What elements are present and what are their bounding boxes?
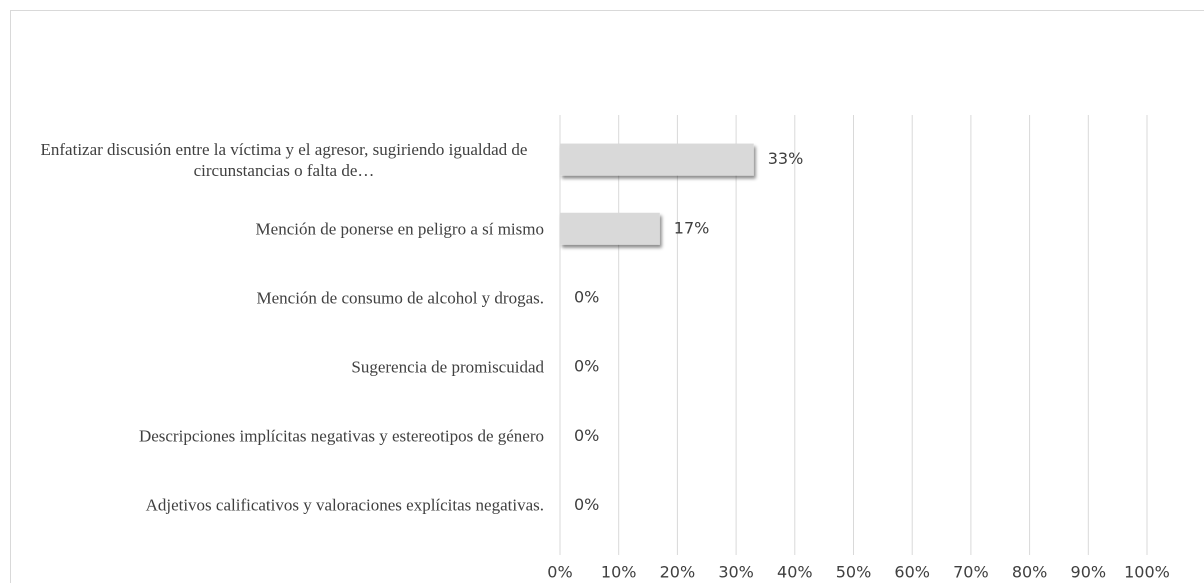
category-label-box: Enfatizar discusión entre la víctima y e… bbox=[24, 139, 544, 181]
category-label-box: Adjetivos calificativos y valoraciones e… bbox=[24, 495, 544, 516]
y-tick-label: Descripciones implícitas negativas y est… bbox=[138, 426, 544, 446]
x-tick-label: 10% bbox=[601, 563, 637, 582]
y-tick-label: Mención de ponerse en peligro a sí mismo bbox=[255, 219, 544, 239]
x-tick-label: 0% bbox=[547, 563, 572, 582]
category-label-box: Mención de ponerse en peligro a sí mismo bbox=[24, 218, 544, 239]
category-label-box: Sugerencia de promiscuidad bbox=[24, 357, 544, 378]
x-tick-label: 60% bbox=[894, 563, 930, 582]
value-label: 17% bbox=[674, 218, 710, 237]
x-tick-label: 80% bbox=[1012, 563, 1048, 582]
category-label-box: Descripciones implícitas negativas y est… bbox=[24, 426, 544, 447]
value-label: 0% bbox=[574, 495, 599, 514]
bar bbox=[560, 143, 754, 176]
value-label: 0% bbox=[574, 357, 599, 376]
x-tick-label: 30% bbox=[718, 563, 754, 582]
y-tick-label: Mención de consumo de alcohol y drogas. bbox=[256, 288, 544, 308]
value-label: 0% bbox=[574, 426, 599, 445]
x-tick-label: 40% bbox=[777, 563, 813, 582]
value-label: 0% bbox=[574, 287, 599, 306]
x-tick-label: 70% bbox=[953, 563, 989, 582]
x-tick-label: 100% bbox=[1124, 563, 1170, 582]
y-tick-label: Adjetivos calificativos y valoraciones e… bbox=[145, 495, 544, 515]
chart-border bbox=[10, 10, 1204, 583]
x-tick-label: 50% bbox=[836, 563, 872, 582]
value-label: 33% bbox=[768, 149, 804, 168]
x-tick-label: 20% bbox=[660, 563, 696, 582]
y-tick-label: Enfatizar discusión entre la víctima y e… bbox=[40, 139, 528, 180]
x-tick-label: 90% bbox=[1071, 563, 1107, 582]
bar bbox=[560, 212, 660, 245]
category-label-box: Mención de consumo de alcohol y drogas. bbox=[24, 287, 544, 308]
y-tick-label: Sugerencia de promiscuidad bbox=[351, 357, 544, 377]
